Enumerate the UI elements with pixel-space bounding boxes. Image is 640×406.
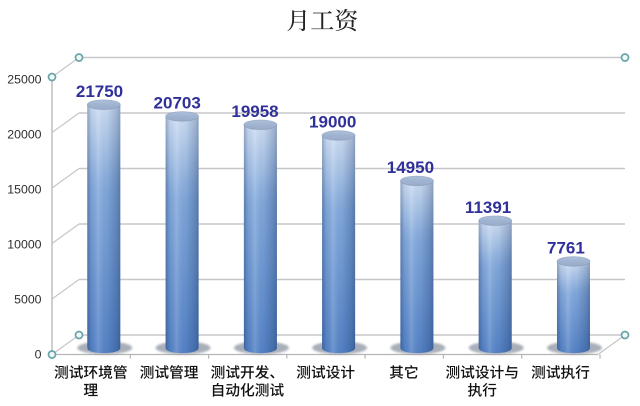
svg-text:19958: 19958 [231, 102, 278, 121]
svg-text:19000: 19000 [309, 113, 356, 132]
svg-text:11391: 11391 [465, 198, 511, 217]
svg-text:25000: 25000 [7, 72, 41, 86]
svg-text:7761: 7761 [547, 239, 585, 258]
svg-text:5000: 5000 [14, 293, 42, 307]
svg-text:20000: 20000 [7, 127, 41, 141]
svg-text:15000: 15000 [7, 183, 41, 197]
svg-text:14950: 14950 [387, 158, 434, 177]
svg-text:20703: 20703 [154, 94, 201, 113]
svg-text:21750: 21750 [76, 82, 123, 101]
svg-text:10000: 10000 [7, 238, 41, 252]
svg-text:0: 0 [35, 348, 42, 362]
